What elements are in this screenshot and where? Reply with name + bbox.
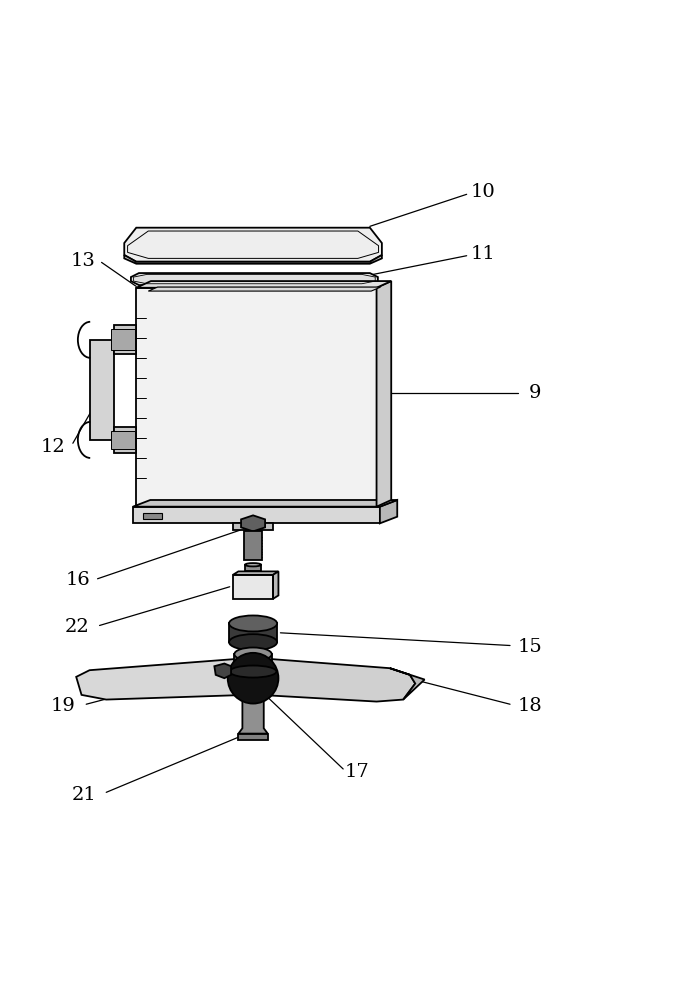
Polygon shape — [233, 571, 279, 575]
Text: 11: 11 — [471, 245, 496, 263]
Text: 17: 17 — [344, 763, 369, 781]
Polygon shape — [260, 658, 415, 702]
Text: 10: 10 — [471, 183, 496, 201]
Text: 15: 15 — [518, 638, 542, 656]
Text: 9: 9 — [529, 384, 542, 402]
Polygon shape — [114, 325, 136, 354]
Polygon shape — [111, 329, 135, 350]
Polygon shape — [380, 500, 397, 523]
Polygon shape — [76, 658, 246, 700]
Polygon shape — [377, 281, 391, 507]
Ellipse shape — [234, 660, 272, 673]
Polygon shape — [133, 500, 397, 507]
Polygon shape — [131, 273, 378, 285]
Polygon shape — [234, 654, 272, 666]
Polygon shape — [273, 571, 279, 599]
Polygon shape — [125, 255, 382, 264]
Bar — [244, 531, 262, 560]
Bar — [143, 513, 162, 519]
Polygon shape — [125, 228, 382, 262]
Polygon shape — [133, 507, 380, 523]
Text: 13: 13 — [71, 252, 96, 270]
Text: 22: 22 — [65, 618, 90, 636]
Text: 18: 18 — [518, 697, 542, 715]
Polygon shape — [233, 575, 273, 599]
Polygon shape — [229, 623, 277, 642]
Text: 19: 19 — [50, 697, 75, 715]
Ellipse shape — [245, 563, 261, 566]
Ellipse shape — [234, 648, 272, 661]
Polygon shape — [233, 523, 273, 530]
Circle shape — [227, 653, 279, 704]
Text: 16: 16 — [65, 571, 90, 589]
Polygon shape — [238, 697, 268, 734]
Polygon shape — [390, 668, 425, 700]
Polygon shape — [215, 664, 231, 678]
Text: 21: 21 — [72, 786, 97, 804]
Ellipse shape — [229, 615, 277, 631]
Polygon shape — [245, 565, 261, 571]
Polygon shape — [114, 427, 136, 453]
Ellipse shape — [229, 634, 277, 650]
Polygon shape — [136, 288, 377, 507]
Polygon shape — [90, 340, 114, 440]
Polygon shape — [111, 431, 135, 449]
Polygon shape — [148, 287, 380, 291]
Polygon shape — [241, 515, 265, 531]
Text: 12: 12 — [40, 438, 65, 456]
Polygon shape — [238, 734, 268, 740]
Polygon shape — [136, 281, 391, 288]
Ellipse shape — [229, 666, 277, 678]
